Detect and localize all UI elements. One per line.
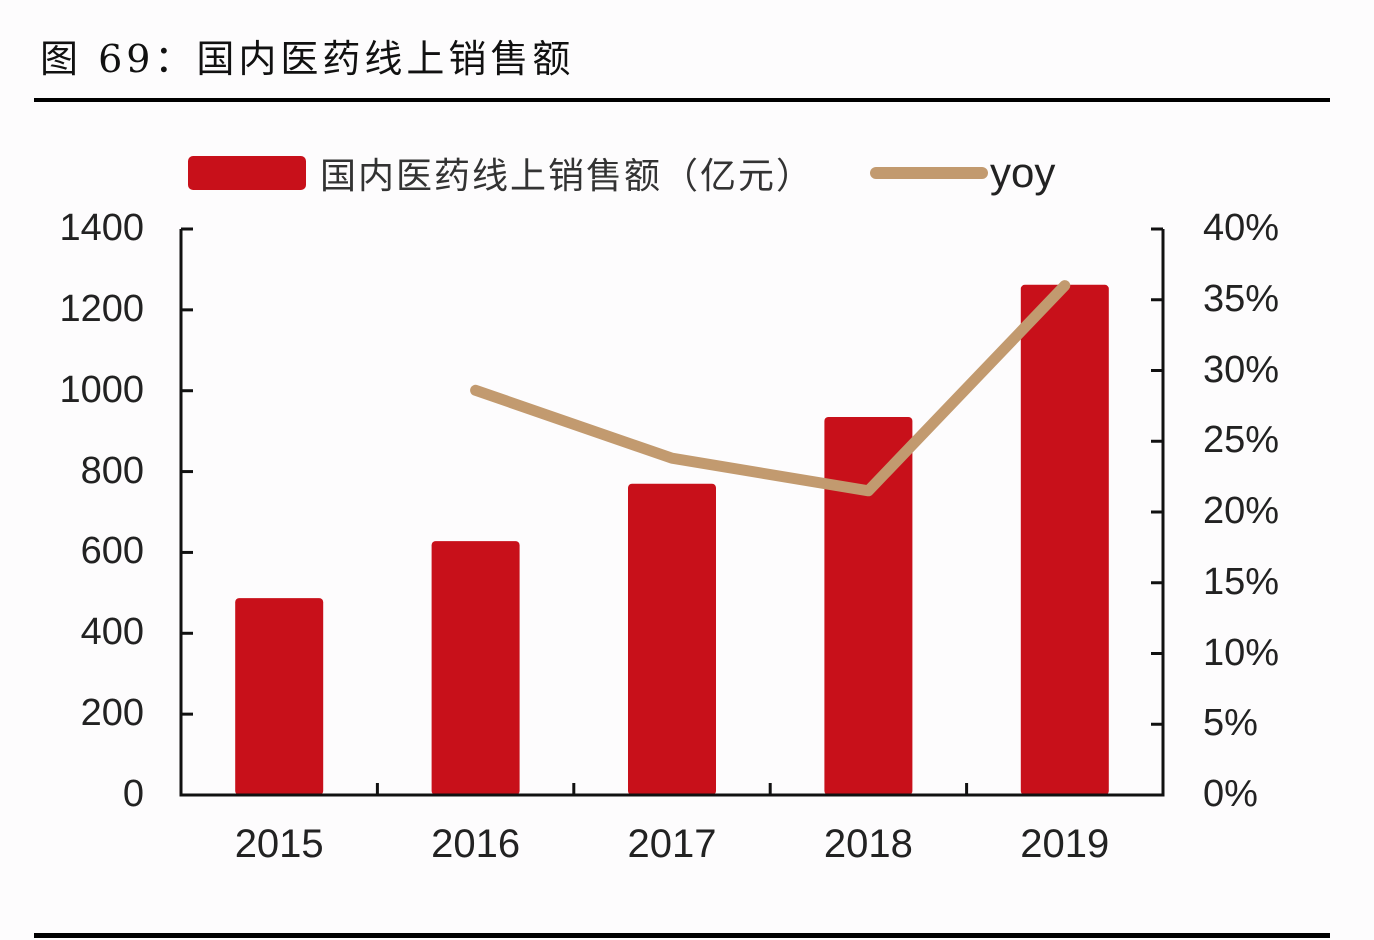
left-tick-label: 400	[80, 611, 144, 654]
yoy-line	[470, 280, 1071, 497]
bottom-rule	[34, 933, 1330, 938]
left-tick-label: 1400	[59, 207, 144, 249]
legend-line-swatch	[870, 167, 989, 179]
chart-legend: 国内医药线上销售额（亿元） yoy	[188, 145, 1055, 201]
top-rule	[34, 98, 1330, 102]
right-tick-label: 25%	[1203, 419, 1280, 462]
left-tick-label: 1200	[59, 287, 144, 330]
bar-2017	[628, 483, 716, 795]
right-tick-label: 10%	[1203, 631, 1280, 674]
bar-2019	[1020, 284, 1109, 795]
left-tick-label: 0	[122, 773, 144, 815]
left-tick-label: 200	[80, 692, 144, 735]
right-tick-label: 5%	[1203, 702, 1258, 745]
x-category-label: 2016	[431, 822, 521, 866]
right-tick-label: 35%	[1203, 277, 1280, 320]
right-tick-label: 30%	[1203, 348, 1280, 391]
left-tick-label: 800	[80, 449, 144, 492]
x-category-label: 2018	[823, 822, 913, 866]
x-category-label: 2019	[1020, 822, 1110, 866]
x-category-label: 2015	[234, 822, 324, 866]
bar-2018	[824, 416, 913, 795]
left-tick-label: 1000	[59, 368, 144, 411]
figure-title: 图 69：国内医药线上销售额	[40, 37, 575, 81]
x-category-label: 2017	[627, 822, 717, 866]
left-tick-label: 600	[80, 530, 144, 573]
right-tick-label: 15%	[1203, 560, 1280, 603]
legend-bar-label: 国内医药线上销售额（亿元）	[320, 156, 815, 197]
bar-2016	[431, 541, 520, 795]
bar-2015	[235, 598, 324, 795]
right-tick-label: 0%	[1203, 773, 1258, 815]
legend-bar-swatch	[188, 156, 306, 190]
right-tick-label: 40%	[1203, 207, 1280, 249]
right-tick-label: 20%	[1203, 490, 1280, 532]
axes	[179, 227, 1165, 797]
bar-series	[235, 284, 1109, 795]
legend-line-label: yoy	[990, 149, 1056, 196]
